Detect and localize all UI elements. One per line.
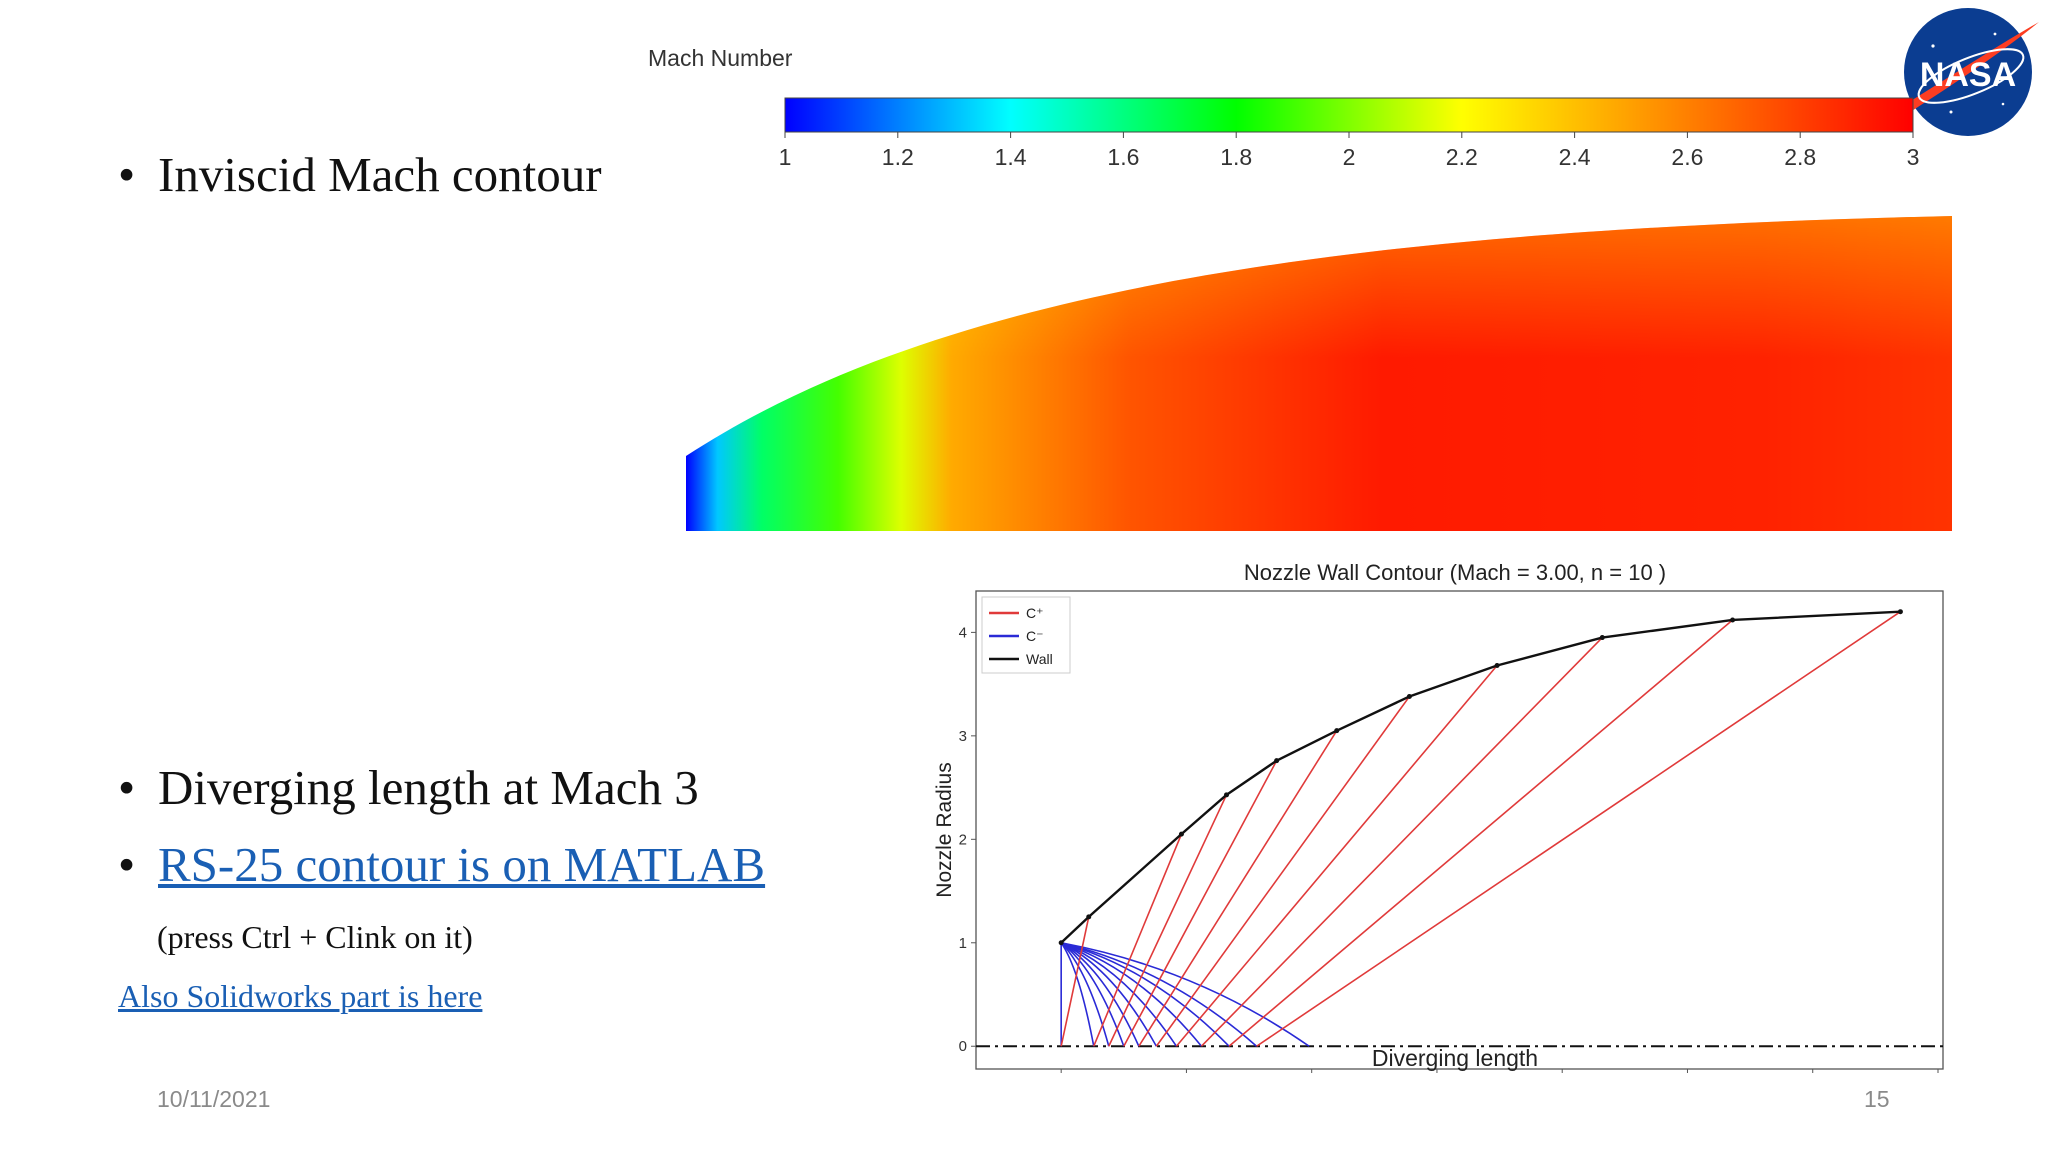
colorbar-tick-label: 1.8 [1220,144,1252,170]
colorbar-tick-label: 1.4 [995,144,1027,170]
y-tick-label: 1 [959,935,967,952]
bullet-glyph: • [118,760,136,815]
c-minus-line [1060,942,1203,1047]
bullet-glyph: • [118,147,136,202]
legend-label: C⁺ [1026,605,1044,621]
wall-point [1086,914,1092,920]
colorbar-tick-label: 1.2 [882,144,914,170]
c-minus-lines [1060,941,1310,1047]
press-ctrl-note: (press Ctrl + Clink on it) [157,919,473,955]
y-tick-label: 0 [959,1038,967,1055]
wall-point [1274,758,1280,764]
nasa-logo-text: NASA [1920,56,2016,94]
c-plus-line [1093,833,1183,1047]
wall-point [1178,831,1184,837]
bullet-diverging: • Diverging length at Mach 3 [118,763,699,812]
wall-point [1334,728,1340,734]
y-axis-label: Nozzle Radius [933,762,956,897]
colorbar-tick-label: 2.2 [1446,144,1478,170]
bullet-rs25: • RS-25 contour is on MATLAB [118,840,765,889]
c-plus-line [1123,760,1278,1047]
c-plus-line [1060,916,1090,1047]
wall-contour [1060,610,1901,944]
bullet-inviscid-text: Inviscid Mach contour [158,147,602,202]
bullet-inviscid: • Inviscid Mach contour [118,150,602,199]
wall-point [1599,635,1605,641]
bullet-diverging-text: Diverging length at Mach 3 [158,760,699,815]
rs25-matlab-link[interactable]: RS-25 contour is on MATLAB [158,837,766,892]
c-plus-line [1155,696,1411,1047]
y-tick-label: 3 [959,728,967,745]
c-plus-line [1138,730,1338,1047]
nasa-logo-icon: NASA [1899,8,2039,136]
c-plus-line [1228,619,1734,1047]
c-plus-line [1175,664,1498,1047]
colorbar-tick-label: 2.6 [1671,144,1703,170]
colorbar-tick-label: 2.4 [1559,144,1591,170]
colorbar-tick-label: 2.8 [1784,144,1816,170]
colorbar-tick-label: 1 [779,144,792,170]
plot-ticks: 0.02.55.07.510.012.515.017.501234 [959,624,1943,1073]
bullet-glyph: • [118,837,136,892]
wall-point [1224,792,1230,798]
wall-point [1406,694,1412,700]
colorbar-ticks: 1 1.2 1.4 1.6 1.8 2 2.2 2.4 2.6 2.8 3 [779,132,1920,170]
colorbar-tick-label: 1.6 [1107,144,1139,170]
mach-colorbar [784,97,1914,133]
colorbar-tick-label: 2 [1343,144,1356,170]
mach-flow-shading [686,216,1952,531]
colorbar-title: Mach Number [648,45,793,71]
slide-number: 15 [1864,1086,1890,1112]
plot-frame [975,590,1944,1070]
y-tick-label: 4 [959,624,967,641]
legend-label: Wall [1026,651,1053,667]
legend: C⁺ C⁻ Wall [981,596,1071,674]
c-plus-line [1256,611,1901,1047]
c-minus-line [1060,942,1230,1047]
solidworks-link[interactable]: Also Solidworks part is here [118,978,483,1014]
slide-date: 10/11/2021 [157,1086,271,1112]
y-tick-label: 2 [959,831,967,848]
c-plus-lines [1060,611,1901,1047]
c-minus-line [1060,941,1258,1047]
x-axis-label: Diverging length [1372,1045,1538,1071]
c-minus-line [1061,941,1310,1047]
c-plus-line [1200,636,1603,1047]
c-minus-line [1060,942,1158,1047]
wall-point [1897,609,1903,615]
c-plus-line [1108,794,1228,1047]
nozzle-wall-chart: Nozzle Wall Contour (Mach = 3.00, n = 10… [933,560,1944,1073]
mach-contour-figure: Mach Number 1 1.2 1.4 1.6 1.8 2 2.2 2.4 2.6 2.8 3 [648,45,1952,531]
colorbar-tick-label: 3 [1907,144,1920,170]
wall-line [1058,609,1903,946]
wall-point [1058,940,1064,946]
c-minus-line [1060,942,1125,1047]
solidworks-link-wrap: Also Solidworks part is here [118,980,482,1012]
c-minus-line [1060,942,1178,1047]
c-minus-line [1060,942,1110,1047]
c-minus-line [1060,942,1140,1047]
wall-point [1494,662,1500,668]
legend-label: C⁻ [1026,628,1044,644]
nozzle-chart-title: Nozzle Wall Contour (Mach = 3.00, n = 10… [1244,560,1666,585]
wall-point [1730,617,1736,623]
c-minus-line [1060,942,1095,1047]
